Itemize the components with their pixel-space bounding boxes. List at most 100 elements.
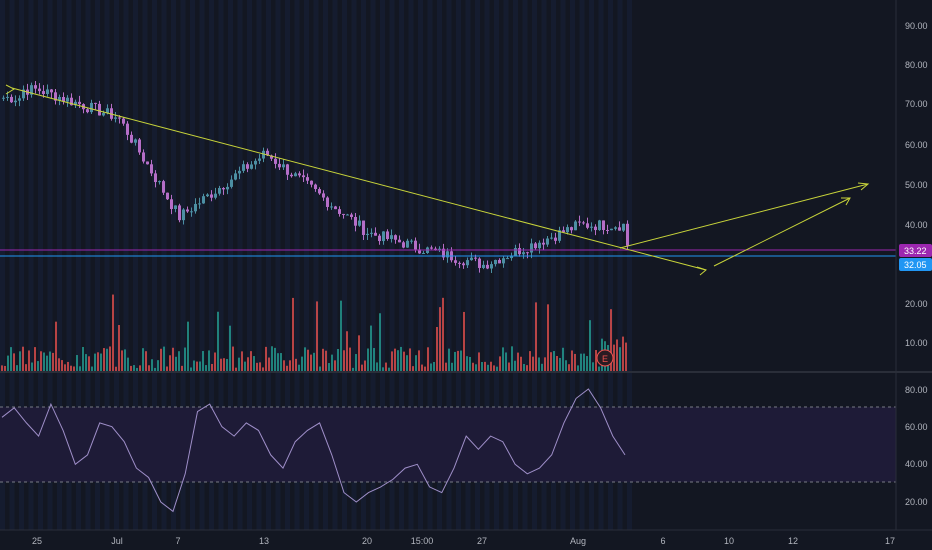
candle-body (442, 248, 445, 258)
volume-bar (151, 359, 153, 372)
session-stripe (323, 0, 328, 530)
volume-bar (478, 352, 480, 372)
time-tick: 20 (362, 536, 372, 546)
candle-body (446, 251, 449, 258)
candle-body (470, 257, 473, 261)
volume-bar (550, 352, 552, 372)
candle-body (102, 112, 105, 116)
session-stripe (408, 0, 414, 530)
volume-bar (88, 356, 90, 372)
candle-body (106, 108, 109, 113)
candle-body (606, 229, 609, 231)
candle-body (30, 85, 33, 95)
candle-body (334, 206, 337, 210)
volume-bar (307, 349, 309, 372)
volume-bar (112, 294, 114, 372)
candle-body (14, 100, 17, 103)
price-tick: 60.00 (905, 140, 928, 150)
candle-body (10, 96, 13, 103)
session-stripe (57, 0, 62, 530)
volume-bar (481, 362, 483, 372)
candle-body (590, 226, 593, 228)
candle-body (46, 89, 49, 94)
candle-body (386, 231, 389, 239)
candle-body (66, 97, 69, 102)
candle-body (150, 164, 153, 174)
session-stripe (598, 0, 604, 530)
time-axis[interactable]: 25 Jul 7 13 20 15:00 27 Aug 6 10 12 17 (32, 536, 895, 546)
volume-bar (532, 356, 534, 372)
volume-bar (496, 366, 498, 372)
session-stripes (0, 0, 632, 530)
candle-body (50, 89, 53, 93)
volume-bar (436, 326, 438, 372)
volume-bar (553, 351, 555, 372)
session-stripe (579, 0, 585, 530)
session-stripe (0, 0, 5, 530)
volume-bar (397, 350, 399, 372)
candle-body (526, 252, 529, 254)
volume-bar (175, 356, 177, 372)
volume-bar (592, 362, 594, 372)
candle-body (466, 260, 469, 266)
volume-bar (268, 357, 270, 372)
volume-bar (337, 348, 339, 372)
volume-bar (67, 361, 69, 372)
rsi-pane[interactable] (0, 388, 896, 513)
volume-bar (82, 347, 84, 372)
arrow-head (696, 266, 708, 276)
volume-bar (625, 342, 627, 372)
trend-drawings[interactable] (5, 84, 870, 276)
candle-body (214, 193, 217, 198)
candle-body (598, 220, 601, 231)
candle-body (494, 259, 497, 265)
price-pane[interactable]: E (0, 80, 896, 372)
volume-bar (580, 353, 582, 372)
volume-bar (166, 366, 168, 372)
volume-bar (280, 353, 282, 372)
volume-bar (319, 366, 321, 372)
candle-body (158, 181, 161, 183)
volume-bar (79, 366, 81, 372)
volume-bar (349, 347, 351, 372)
candlestick-series (2, 80, 629, 274)
volume-bar (247, 357, 249, 372)
candle-body (510, 255, 513, 259)
volume-bar (586, 356, 588, 372)
candle-body (530, 243, 533, 253)
volume-bar (565, 360, 567, 372)
candle-body (410, 240, 413, 242)
rsi-axis[interactable]: 80.00 60.00 40.00 20.00 (905, 385, 928, 507)
volume-bar (235, 367, 237, 372)
volume-bar (451, 362, 453, 372)
session-stripe (275, 0, 281, 530)
volume-bar (445, 362, 447, 372)
rsi-tick: 20.00 (905, 497, 928, 507)
earnings-marker[interactable]: E (596, 349, 614, 367)
candle-body (310, 180, 313, 185)
candle-body (594, 226, 597, 231)
candle-body (554, 237, 557, 241)
volume-bar (250, 351, 252, 372)
session-stripe (456, 0, 461, 530)
price-axis[interactable]: 90.00 80.00 70.00 60.00 50.00 40.00 20.0… (905, 21, 928, 348)
candle-body (314, 184, 317, 190)
volume-bar (70, 365, 72, 372)
candle-body (490, 264, 493, 269)
candle-body (270, 155, 273, 159)
volume-bar (361, 364, 363, 372)
volume-bar (139, 365, 141, 372)
session-stripe (180, 0, 186, 530)
session-stripe (294, 0, 300, 530)
session-stripe (199, 0, 205, 530)
candle-body (78, 101, 81, 105)
time-tick: 25 (32, 536, 42, 546)
volume-bar (238, 357, 240, 372)
volume-bar (34, 347, 36, 372)
session-stripe (47, 0, 53, 530)
candle-body (74, 101, 77, 106)
volume-bar (568, 364, 570, 372)
session-stripe (608, 0, 613, 530)
session-stripe (133, 0, 138, 530)
